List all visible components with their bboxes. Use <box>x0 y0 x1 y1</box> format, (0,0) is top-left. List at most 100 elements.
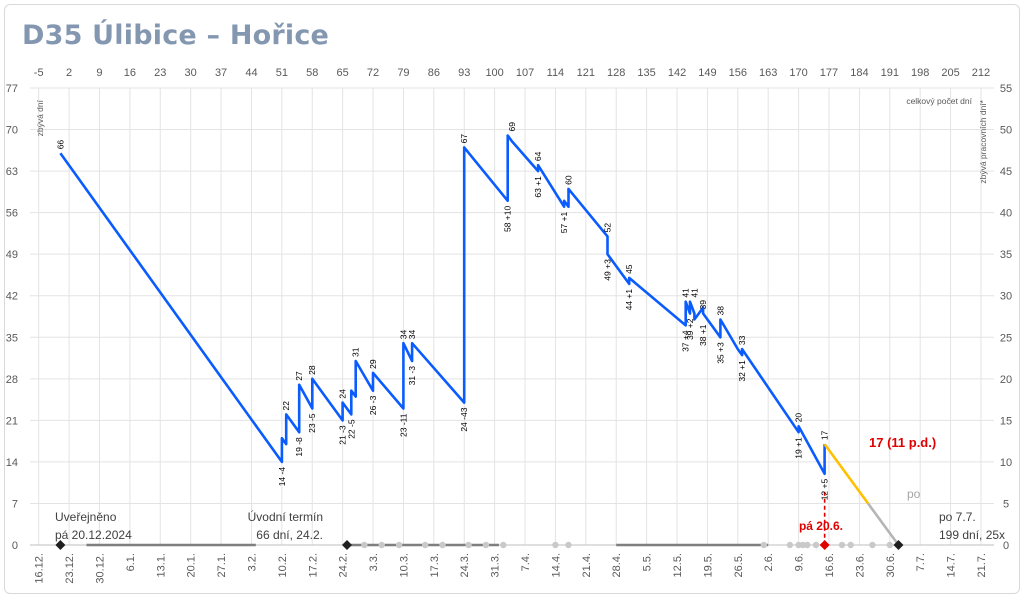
x-top-tick-label: -5 <box>34 67 44 79</box>
data-label: 26 -3 <box>368 395 378 415</box>
data-label: 19 -8 <box>294 437 304 457</box>
data-label: 41 <box>681 288 691 298</box>
x-top-tick-label: 177 <box>820 67 838 79</box>
y-right-axis-label: zbývá pracovních dní* <box>978 99 988 183</box>
timeline-dot <box>439 541 446 549</box>
data-label: 17 <box>820 430 830 440</box>
x-top-tick-label: 114 <box>547 67 565 79</box>
chart-title: D35 Úlibice – Hořice <box>22 20 330 51</box>
data-label: 22 <box>281 401 291 411</box>
y-left-tick-label: 0 <box>12 540 18 552</box>
timeline-dot <box>482 541 490 549</box>
data-label: 60 <box>563 175 573 185</box>
annotation-published-date: pá 20.12.2024 <box>55 528 132 542</box>
series-line <box>823 443 870 505</box>
milestone-diamond <box>341 540 352 550</box>
y-left-tick-label: 49 <box>6 249 18 261</box>
x-bottom-tick-label: 7.4. <box>520 553 532 571</box>
x-bottom-tick-label: 24.3. <box>459 553 471 577</box>
timeline-dot <box>804 541 811 549</box>
y-left-tick-label: 63 <box>6 166 18 178</box>
x-top-tick-label: 86 <box>428 67 440 79</box>
x-bottom-tick-label: 28.4. <box>611 553 623 577</box>
x-bottom-tick-label: 19.5. <box>702 553 714 577</box>
x-bottom-tick-label: 30.6. <box>885 553 897 577</box>
x-top-tick-label: 65 <box>337 67 349 79</box>
x-top-tick-label: 79 <box>397 67 409 79</box>
y-right-tick-label: 50 <box>1000 125 1012 137</box>
data-label: 49 +3 <box>603 259 613 281</box>
annotation-highlight: 17 (11 p.d.) <box>869 435 936 450</box>
timeline-dot <box>361 541 368 549</box>
x-top-tick-label: 44 <box>245 67 257 79</box>
y-left-tick-label: 70 <box>6 125 18 137</box>
data-label: 37 +4 <box>681 330 691 352</box>
x-top-tick-label: 72 <box>367 67 379 79</box>
y-right-tick-label: 35 <box>1000 249 1012 261</box>
data-label: 12 +5 <box>820 479 830 501</box>
x-top-tick-label: 135 <box>637 67 655 79</box>
series-line <box>59 134 826 476</box>
data-label: 28 <box>307 365 317 375</box>
x-bottom-tick-label: 6.1. <box>125 553 137 571</box>
y-right-tick-label: 5 <box>1003 498 1009 510</box>
y-right-tick-label: 55 <box>1000 83 1012 95</box>
x-bottom-tick-label: 13.1. <box>155 553 167 577</box>
data-label: 39 <box>698 300 708 310</box>
data-label: 67 <box>459 134 469 144</box>
x-bottom-tick-label: 3.2. <box>246 553 258 571</box>
x-bottom-tick-label: 14.4. <box>550 553 562 577</box>
x-bottom-tick-label: 23.6. <box>854 553 866 577</box>
x-top-tick-label: 156 <box>729 67 747 79</box>
data-label: 23 -5 <box>307 413 317 433</box>
x-bottom-tick-label: 12.5. <box>672 553 684 577</box>
x-bottom-tick-label: 16.6. <box>824 553 836 577</box>
y-left-tick-label: 77 <box>6 83 18 95</box>
data-label: 14 -4 <box>277 467 287 487</box>
x-bottom-tick-label: 10.2. <box>277 553 289 577</box>
y-right-tick-label: 15 <box>1000 415 1012 427</box>
data-label: 31 <box>351 347 361 357</box>
data-label: 35 +3 <box>715 342 725 364</box>
x-top-tick-label: 191 <box>881 67 899 79</box>
data-label: 21 -3 <box>338 425 348 445</box>
annotation-po: po <box>907 487 921 501</box>
timeline-dot <box>552 541 559 549</box>
x-bottom-tick-label: 16.12. <box>34 553 46 584</box>
timeline-dot <box>565 541 572 549</box>
annotation-initial-term: Úvodní termín <box>248 509 323 524</box>
timeline-dot <box>465 541 472 549</box>
data-label: 64 <box>533 151 543 161</box>
x-bottom-tick-label: 21.7. <box>976 553 988 577</box>
data-label: 27 <box>294 371 304 381</box>
annotation-published: Uveřejněno <box>55 510 117 524</box>
x-top-tick-label: 205 <box>941 67 959 79</box>
milestone-diamond <box>819 540 830 550</box>
x-top-tick-label: 121 <box>577 67 595 79</box>
data-label: 29 <box>368 359 378 369</box>
y-left-tick-label: 42 <box>6 291 18 303</box>
data-label: 23 -11 <box>398 413 408 437</box>
x-top-tick-label: 142 <box>668 67 686 79</box>
x-bottom-tick-label: 17.3. <box>429 553 441 577</box>
chart-frame <box>4 4 1020 594</box>
x-bottom-tick-label: 5.5. <box>642 553 654 571</box>
data-label: 38 <box>715 306 725 316</box>
timeline-dot <box>847 541 854 549</box>
data-label: 38 +1 <box>698 324 708 346</box>
timeline-dot <box>760 541 768 549</box>
y-right-tick-label: 30 <box>1000 291 1012 303</box>
x-top-tick-label: 2 <box>66 67 72 79</box>
y-right-tick-label: 45 <box>1000 166 1012 178</box>
x-bottom-tick-label: 14.7. <box>946 553 958 577</box>
x-bottom-tick-label: 3.3. <box>368 553 380 571</box>
x-top-tick-label: 107 <box>516 67 534 79</box>
x-bottom-tick-label: 23.12. <box>64 553 76 584</box>
annotation-today: pá 20.6. <box>799 519 843 533</box>
data-label: 52 <box>603 223 613 233</box>
data-label: 34 <box>398 329 408 339</box>
data-label: 24 <box>338 389 348 399</box>
x-bottom-tick-label: 17.2. <box>307 553 319 577</box>
milestone-diamond <box>55 540 66 550</box>
